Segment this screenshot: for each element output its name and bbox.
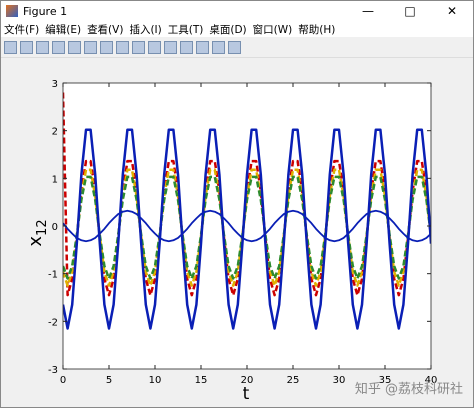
- y-tick-label: -3: [48, 365, 58, 376]
- tool-button[interactable]: [52, 40, 65, 54]
- y-tick-label: 2: [52, 127, 58, 138]
- y-tick-label: 1: [52, 174, 58, 185]
- y-tick-label: -2: [48, 317, 58, 328]
- menu-bar: 文件(F) 编辑(E) 查看(V) 插入(I) 工具(T) 桌面(D) 窗口(W) 帮助(H): [1, 21, 473, 37]
- app-icon: [6, 5, 18, 17]
- watermark: 知乎 @荔枝科研社: [355, 381, 463, 397]
- y-axis-label: x12: [25, 219, 50, 246]
- tool-button[interactable]: [84, 40, 97, 54]
- y-tick-label: -1: [48, 270, 58, 281]
- x-tick-label: 30: [333, 375, 346, 386]
- tool-button[interactable]: [36, 40, 49, 54]
- menu-item[interactable]: 工具(T): [167, 23, 204, 36]
- menu-item[interactable]: 窗口(W): [252, 23, 293, 36]
- x-tick-label: 5: [106, 375, 112, 386]
- menu-item[interactable]: 桌面(D): [209, 23, 247, 36]
- tool-button[interactable]: [180, 40, 193, 54]
- menu-item[interactable]: 帮助(H): [298, 23, 336, 36]
- tool-button[interactable]: [20, 40, 33, 54]
- x-tick-label: 35: [379, 375, 392, 386]
- y-tick-label: 3: [52, 79, 58, 90]
- y-tick-label: 0: [52, 222, 58, 233]
- window-buttons: — □ ✕: [347, 4, 473, 18]
- tool-button[interactable]: [148, 40, 161, 54]
- x-tick-label: 25: [287, 375, 300, 386]
- toolbar: [1, 37, 473, 58]
- x-tick-label: 15: [195, 375, 208, 386]
- tool-button[interactable]: [228, 40, 241, 54]
- menu-item[interactable]: 查看(V): [87, 23, 124, 36]
- tool-button[interactable]: [100, 40, 113, 54]
- menu-item[interactable]: 插入(I): [129, 23, 162, 36]
- x-tick-label: 20: [241, 375, 254, 386]
- title-bar: Figure 1 — □ ✕: [1, 1, 473, 21]
- menu-item[interactable]: 文件(F): [4, 23, 40, 36]
- menu-item[interactable]: 编辑(E): [45, 23, 82, 36]
- data-line: [63, 209, 431, 243]
- tool-button[interactable]: [4, 40, 17, 54]
- tool-button[interactable]: [164, 40, 177, 54]
- tool-button[interactable]: [116, 40, 129, 54]
- x-tick-label: 0: [60, 375, 66, 386]
- y-label-subscript: 12: [35, 219, 50, 236]
- maximize-button[interactable]: □: [404, 4, 416, 18]
- tool-button[interactable]: [68, 40, 81, 54]
- plot-area: [63, 83, 431, 369]
- tool-button[interactable]: [132, 40, 145, 54]
- data-line: [63, 128, 431, 330]
- minimize-button[interactable]: —: [362, 4, 374, 18]
- tool-button[interactable]: [196, 40, 209, 54]
- x-tick-label: 40: [425, 375, 438, 386]
- window-title: Figure 1: [23, 4, 68, 18]
- x-axis-label: t: [243, 384, 250, 404]
- close-button[interactable]: ✕: [446, 4, 458, 18]
- tool-button[interactable]: [212, 40, 225, 54]
- y-label-base: x: [25, 236, 46, 247]
- x-tick-label: 10: [149, 375, 162, 386]
